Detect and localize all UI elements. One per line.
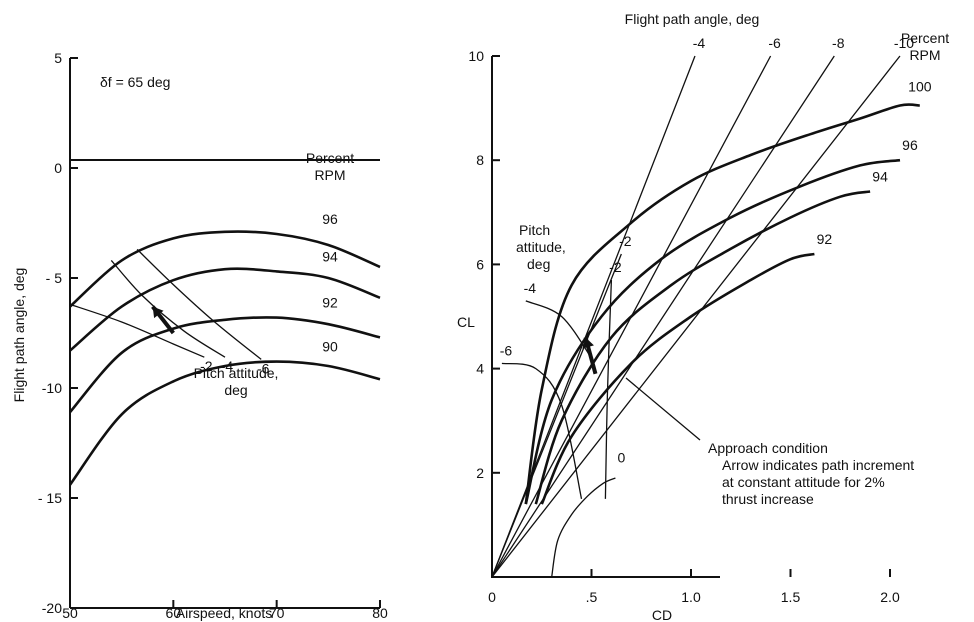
left-x-tick-label: 70 [269,605,285,621]
right-y-axis-label: CL [457,314,475,330]
right-fpa-label: -4 [693,35,706,51]
right-x-axis-label: CD [652,607,672,622]
right-y-tick-label: 6 [476,256,484,272]
right-arrow-group [582,336,598,375]
right-y-ticks: 10 8 6 4 2 [468,48,500,481]
left-y-axis-label: Flight path angle, deg [11,268,27,403]
right-pitch-label: 0 [617,449,625,465]
left-y-tick-label: -10 [42,380,62,396]
right-rpm-label: 100 [908,78,932,94]
right-pitch-label: -4 [524,280,537,296]
right-fpa-label: -10 [894,35,914,51]
callout-leader-line [625,377,701,441]
right-pitch-line [525,300,593,359]
left-pitch-lines: -2 -4 -6 [69,248,270,376]
left-rpm-label: 94 [322,248,338,264]
left-y-tick-label: - 15 [38,490,62,506]
right-x-tick-label: .5 [586,589,598,605]
left-y-ticks: 5 0 - 5 -10 - 15 -20 [38,50,78,616]
left-rpm-curve [69,316,381,414]
right-pitch-title-1: Pitch [519,222,550,238]
left-series-group: 96 94 92 90 [68,211,381,486]
right-fpa-line [491,55,835,578]
left-y-tick-label: 0 [54,160,62,176]
right-y-tick-label: 10 [468,48,484,64]
left-rpm-label: 92 [322,295,338,311]
right-pitch-title-3: deg [527,256,550,272]
right-pitch-title-2: attitude, [516,239,566,255]
left-rpm-curve [69,267,381,352]
left-y-tick-label: 5 [54,50,62,66]
right-pitch-lines: 0 -2 -4 -6 [500,259,625,578]
left-rpm-curve [69,230,381,308]
right-pitch-label: -2 [609,259,622,275]
left-pitch-line [69,303,205,358]
right-rpm-curve [534,190,871,505]
left-x-axis-label: Airspeed, knots [176,605,273,621]
right-rpm-label: 96 [902,137,918,153]
right-pitch-line [551,477,616,578]
right-arrow-head [582,337,594,349]
right-x-tick-label: 0 [488,589,496,605]
right-fpa-line [491,55,696,578]
right-pitch-label: -6 [500,342,513,358]
right-x-tick-label: 2.0 [880,589,900,605]
left-pitch-line [110,259,226,358]
left-rpm-label: 96 [322,211,338,227]
right-x-tick-label: 1.5 [781,589,801,605]
right-rpm-curve [524,103,920,505]
left-arrow-head [152,306,164,319]
right-rpm-curve [524,158,901,505]
right-rpm-title-2: RPM [909,47,940,63]
callout-line-3: at constant attitude for 2% [722,474,885,490]
right-y-tick-label: 2 [476,465,484,481]
right-y-tick-label: 8 [476,152,484,168]
left-x-tick-label: 60 [166,605,182,621]
left-y-tick-label: - 5 [46,270,63,286]
callout-line-2: Arrow indicates path increment [722,457,914,473]
left-annotation: δf = 65 deg [100,74,170,90]
right-y-tick-label: 4 [476,361,484,377]
left-pitch-label: -6 [257,360,270,376]
right-fpa-lines: -2 -4 -6 -8 -10 [491,35,914,578]
right-rpm-label: 92 [817,231,833,247]
right-chart: Flight path angle, deg Percent RPM Pitch… [457,11,949,622]
right-rpm-curve [540,252,815,505]
right-rpm-label: 94 [872,168,888,184]
right-fpa-label: -8 [832,35,845,51]
left-pitch-label: -4 [221,358,234,374]
callout-line-4: thrust increase [722,491,814,507]
right-fpa-title: Flight path angle, deg [625,11,760,27]
right-rpm-title-1: Percent [901,30,949,46]
left-chart: δf = 65 deg Airspeed, knots Flight path … [11,50,388,621]
left-rpm-label: 90 [322,339,338,355]
right-x-ticks: 0 .5 1.0 1.5 2.0 [488,569,900,605]
right-pitch-line [604,279,613,499]
left-plot-frame [69,58,380,609]
left-pitch-line [136,248,262,360]
left-pitch-title-2: deg [224,382,247,398]
left-x-tick-label: 80 [372,605,388,621]
left-y-tick-label: -20 [42,600,62,616]
right-x-tick-label: 1.0 [681,589,701,605]
left-rpm-curve [68,360,381,486]
right-series-group: 100 96 94 92 [524,78,932,505]
right-pitch-line [501,362,583,500]
left-rpm-title-1: Percent [306,150,354,166]
left-arrow-group [151,305,175,335]
left-rpm-title-2: RPM [314,167,345,183]
right-fpa-label: -2 [619,233,632,249]
callout-line-1: Approach condition [708,440,828,456]
right-fpa-label: -6 [768,35,781,51]
right-fpa-line [491,55,901,578]
left-pitch-label: -2 [200,358,213,374]
